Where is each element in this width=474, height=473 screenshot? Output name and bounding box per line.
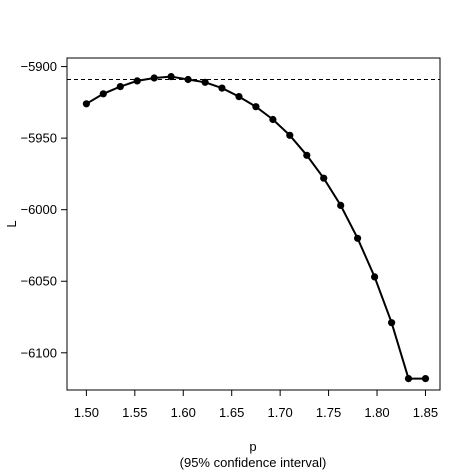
data-point [99, 90, 107, 98]
data-point [388, 319, 396, 327]
data-point [150, 74, 158, 82]
data-point [286, 131, 294, 139]
data-points [82, 73, 430, 383]
x-axis-label: p [249, 439, 256, 454]
data-point [320, 174, 328, 182]
y-tick-label: −6000 [20, 202, 57, 217]
x-tick-label: 1.60 [171, 405, 196, 420]
data-point [116, 83, 124, 91]
data-point [82, 100, 90, 108]
data-point [252, 103, 260, 111]
x-axis-sublabel: (95% confidence interval) [180, 455, 327, 470]
x-tick-label: 1.50 [74, 405, 99, 420]
x-tick-label: 1.85 [413, 405, 438, 420]
profile-curve [85, 75, 426, 380]
x-tick-label: 1.55 [122, 405, 147, 420]
x-tick-label: 1.80 [364, 405, 389, 420]
data-point [184, 75, 192, 84]
data-point [337, 201, 345, 209]
data-point [235, 93, 243, 101]
x-tick-label: 1.75 [316, 405, 341, 420]
data-point [167, 73, 175, 81]
data-point [404, 375, 413, 383]
y-tick-label: −6050 [20, 274, 57, 289]
data-point [133, 77, 141, 85]
data-point [371, 273, 379, 281]
y-axis: −5900 −5950 −6000 −6050 −6100 [20, 59, 67, 360]
data-point [218, 84, 226, 92]
data-point [269, 115, 277, 124]
data-point [201, 78, 209, 86]
y-tick-label: −5950 [20, 131, 57, 146]
data-point [421, 375, 430, 383]
data-point [303, 151, 311, 159]
x-axis: 1.50 1.55 1.60 1.65 1.70 1.75 1.80 1.85 [74, 390, 438, 420]
data-point [354, 234, 362, 242]
y-axis-label: L [4, 220, 19, 227]
plot-frame [66, 57, 441, 391]
x-tick-label: 1.65 [219, 405, 244, 420]
x-tick-label: 1.70 [267, 405, 292, 420]
y-tick-label: −6100 [20, 345, 57, 360]
y-tick-label: −5900 [20, 59, 57, 74]
